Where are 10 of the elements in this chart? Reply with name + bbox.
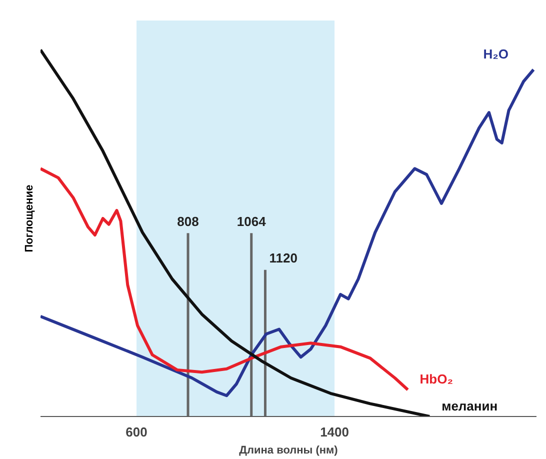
x-axis-title: Длина волны (нм) (239, 444, 338, 456)
x-tick-label: 600 (126, 424, 148, 440)
series-label: меланин (442, 398, 498, 414)
x-tick-label: 1400 (320, 424, 349, 440)
series-label: HbO₂ (420, 372, 454, 387)
series-label: H₂O (483, 46, 509, 62)
y-axis-title: Поглощение (24, 184, 36, 252)
ref-line-label: 1064 (236, 214, 267, 229)
ref-line-label: 808 (177, 214, 199, 229)
ref-line-label: 1120 (269, 250, 298, 266)
